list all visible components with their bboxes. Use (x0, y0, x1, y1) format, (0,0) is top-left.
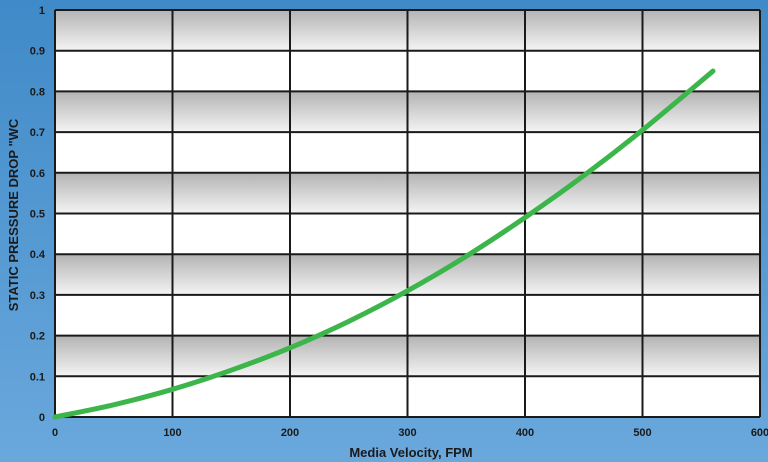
series-group (52, 68, 716, 420)
y-tick-label: 0.8 (30, 86, 45, 98)
x-tick-label: 600 (751, 427, 768, 439)
x-tick-label: 200 (281, 427, 299, 439)
y-tick-labels: 0 0.1 0.2 0.3 0.4 0.5 0.6 0.7 0.8 0.9 1 (30, 5, 46, 424)
y-tick-label: 0.5 (30, 209, 45, 221)
y-tick-label: 0.7 (30, 127, 45, 139)
y-tick-label: 0.1 (30, 371, 45, 383)
y-tick-label: 0.6 (30, 168, 45, 180)
y-tick-label: 0.2 (30, 331, 45, 343)
x-tick-label: 100 (163, 427, 181, 439)
y-tick-label: 1 (39, 5, 45, 17)
y-axis-title: STATIC PRESSURE DROP "WC (6, 118, 21, 311)
series-line (52, 68, 716, 420)
y-tick-label: 0.3 (30, 290, 45, 302)
y-tick-label: 0 (39, 412, 45, 424)
x-tick-label: 300 (398, 427, 416, 439)
x-tick-label: 0 (52, 427, 58, 439)
y-tick-label: 0.9 (30, 46, 45, 58)
x-tick-label: 500 (633, 427, 651, 439)
y-tick-label: 0.4 (30, 249, 46, 261)
x-tick-labels: 0 100 200 300 400 500 600 (52, 427, 768, 439)
x-tick-label: 400 (516, 427, 534, 439)
x-axis-title: Media Velocity, FPM (349, 445, 472, 460)
